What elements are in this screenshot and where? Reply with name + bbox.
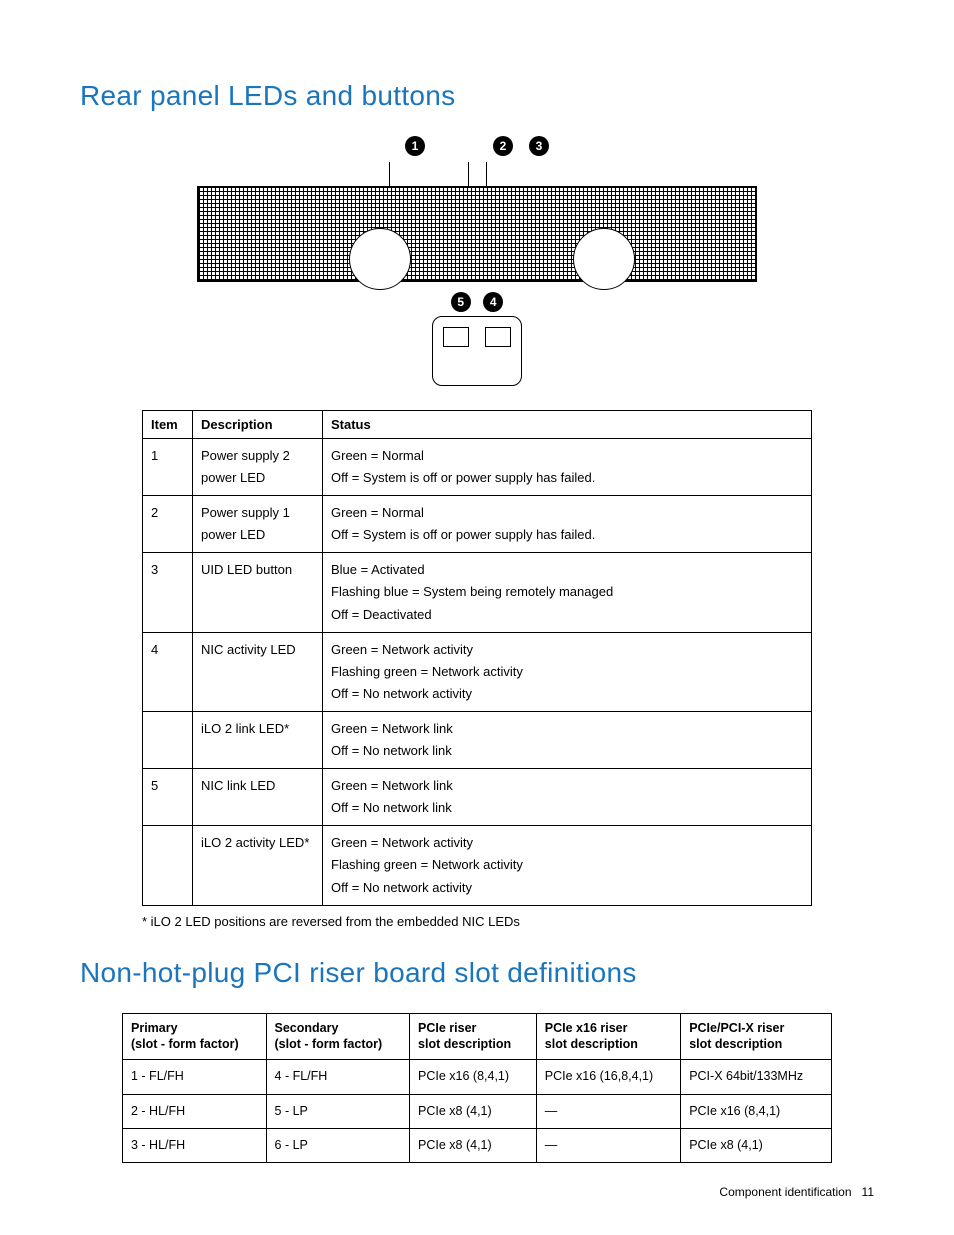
cell-status: Blue = Activated Flashing blue = System … bbox=[323, 553, 812, 632]
cell-status: Green = Network activity Flashing green … bbox=[323, 632, 812, 711]
heading-pci-riser: Non-hot-plug PCI riser board slot defini… bbox=[80, 957, 874, 989]
footer-section: Component identification bbox=[719, 1185, 851, 1199]
cell-status: Green = Network activity Flashing green … bbox=[323, 826, 812, 905]
cell-description: UID LED button bbox=[193, 553, 323, 632]
col-description: Description bbox=[193, 411, 323, 439]
col-header: Primary (slot - form factor) bbox=[123, 1013, 267, 1060]
led-table-footnote: * iLO 2 LED positions are reversed from … bbox=[142, 914, 812, 929]
cell-item: 4 bbox=[143, 632, 193, 711]
cell: PCI-X 64bit/133MHz bbox=[681, 1060, 832, 1094]
cell-description: Power supply 2 power LED bbox=[193, 439, 323, 496]
callout-4: 4 bbox=[483, 292, 503, 312]
callout-2: 2 bbox=[493, 136, 513, 156]
cell: PCIe x16 (16,8,4,1) bbox=[536, 1060, 680, 1094]
cell: PCIe x8 (4,1) bbox=[410, 1128, 537, 1162]
cell-description: iLO 2 activity LED* bbox=[193, 826, 323, 905]
col-header: PCIe riser slot description bbox=[410, 1013, 537, 1060]
pci-riser-table: Primary (slot - form factor)Secondary (s… bbox=[122, 1013, 832, 1164]
callout-3: 3 bbox=[529, 136, 549, 156]
cell: 6 - LP bbox=[266, 1128, 410, 1162]
callout-5: 5 bbox=[451, 292, 471, 312]
rear-panel-diagram: 1 2 3 5 4 bbox=[197, 136, 757, 386]
cell: PCIe x8 (4,1) bbox=[681, 1128, 832, 1162]
cell: 3 - HL/FH bbox=[123, 1128, 267, 1162]
zoom-port-detail bbox=[432, 316, 522, 386]
callout-1: 1 bbox=[405, 136, 425, 156]
cell: 5 - LP bbox=[266, 1094, 410, 1128]
cell-status: Green = Network link Off = No network li… bbox=[323, 769, 812, 826]
cell-item: 3 bbox=[143, 553, 193, 632]
cell: PCIe x16 (8,4,1) bbox=[410, 1060, 537, 1094]
heading-rear-panel: Rear panel LEDs and buttons bbox=[80, 80, 874, 112]
col-item: Item bbox=[143, 411, 193, 439]
cell: — bbox=[536, 1094, 680, 1128]
cell-description: Power supply 1 power LED bbox=[193, 496, 323, 553]
cell: 1 - FL/FH bbox=[123, 1060, 267, 1094]
rear-panel-illustration bbox=[197, 186, 757, 282]
cell-status: Green = Network link Off = No network li… bbox=[323, 711, 812, 768]
col-header: PCIe/PCI-X riser slot description bbox=[681, 1013, 832, 1060]
cell-item: 5 bbox=[143, 769, 193, 826]
led-status-table: Item Description Status 1Power supply 2 … bbox=[142, 410, 812, 906]
cell-item bbox=[143, 711, 193, 768]
cell: 2 - HL/FH bbox=[123, 1094, 267, 1128]
cell-item bbox=[143, 826, 193, 905]
cell: PCIe x8 (4,1) bbox=[410, 1094, 537, 1128]
cell: 4 - FL/FH bbox=[266, 1060, 410, 1094]
cell-status: Green = Normal Off = System is off or po… bbox=[323, 496, 812, 553]
cell-status: Green = Normal Off = System is off or po… bbox=[323, 439, 812, 496]
cell-description: iLO 2 link LED* bbox=[193, 711, 323, 768]
cell: — bbox=[536, 1128, 680, 1162]
col-header: Secondary (slot - form factor) bbox=[266, 1013, 410, 1060]
page-footer: Component identification 11 bbox=[719, 1185, 874, 1199]
cell-description: NIC activity LED bbox=[193, 632, 323, 711]
col-status: Status bbox=[323, 411, 812, 439]
footer-page-no: 11 bbox=[862, 1185, 874, 1199]
cell: PCIe x16 (8,4,1) bbox=[681, 1094, 832, 1128]
cell-description: NIC link LED bbox=[193, 769, 323, 826]
cell-item: 2 bbox=[143, 496, 193, 553]
col-header: PCIe x16 riser slot description bbox=[536, 1013, 680, 1060]
cell-item: 1 bbox=[143, 439, 193, 496]
